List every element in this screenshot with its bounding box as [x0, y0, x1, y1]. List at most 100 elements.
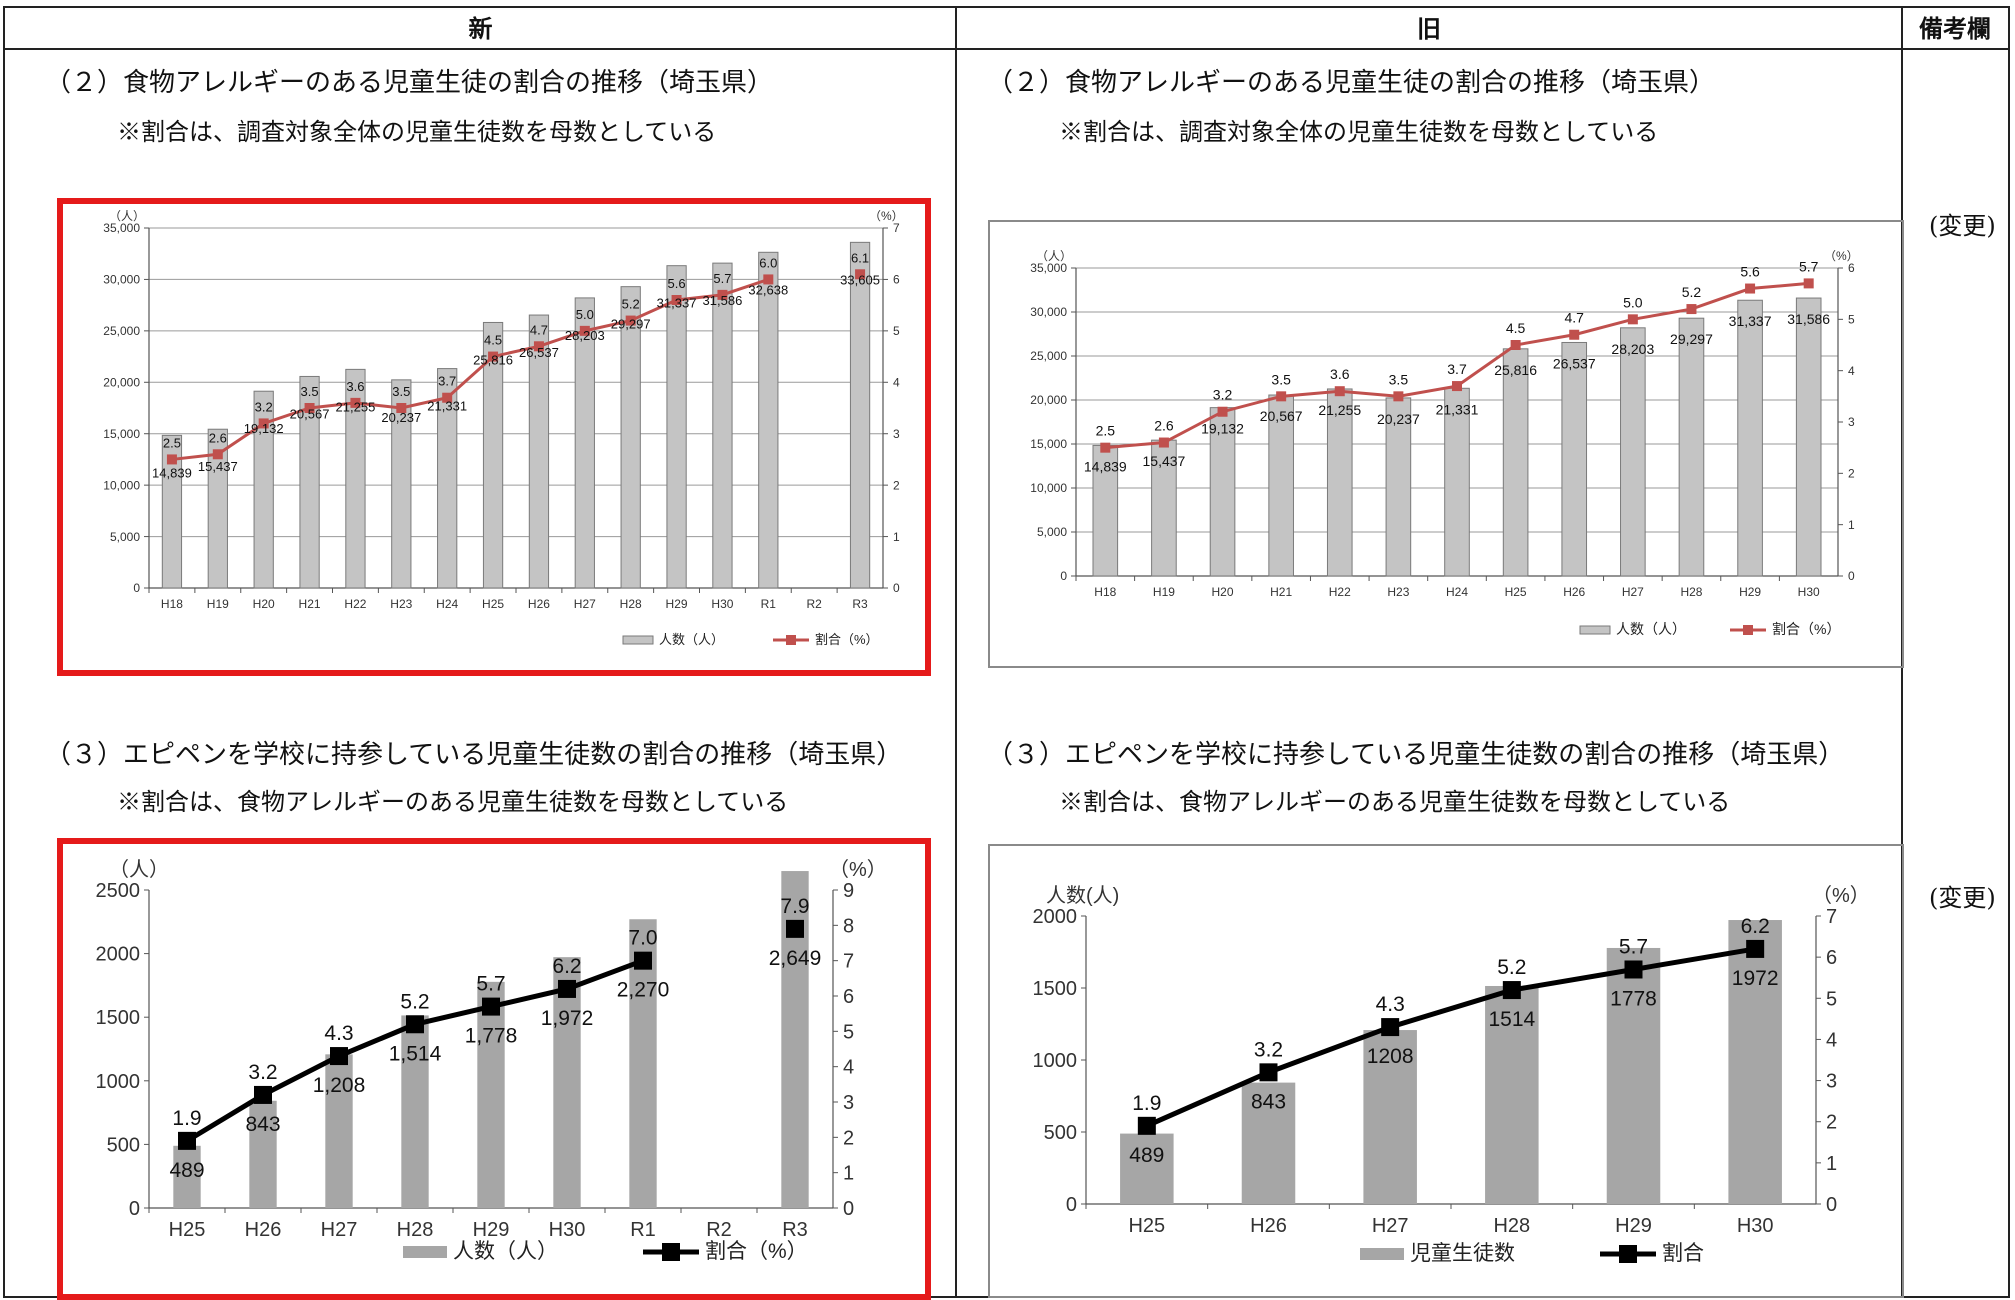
ratio-marker — [1686, 304, 1697, 315]
category-label: H23 — [390, 597, 412, 611]
ratio-data-label: 6.0 — [759, 255, 777, 270]
count-data-label: 21,331 — [427, 399, 467, 414]
right-tick-label: 1 — [1826, 1153, 1837, 1175]
count-data-label: 489 — [1129, 1144, 1164, 1167]
right-axis-unit: （%） — [1824, 249, 1859, 263]
ratio-marker — [1746, 939, 1765, 958]
ratio-data-label: 5.0 — [576, 307, 594, 322]
right-tick-label: 0 — [893, 581, 900, 595]
count-data-label: 31,586 — [1787, 311, 1830, 327]
count-data-label: 15,437 — [1143, 453, 1186, 469]
ratio-marker — [442, 392, 453, 403]
ratio-marker — [406, 1015, 424, 1034]
header-new: 新 — [5, 8, 956, 50]
column-divider — [955, 8, 957, 1296]
ratio-data-label: 5.2 — [400, 990, 429, 1013]
ratio-data-label: 2.5 — [163, 435, 181, 450]
category-label: H26 — [1563, 585, 1585, 599]
right-tick-label: 1 — [893, 530, 900, 544]
bar — [1120, 1133, 1174, 1204]
ratio-data-label: 4.7 — [530, 322, 548, 337]
ratio-data-label: 6.2 — [552, 955, 581, 978]
bar — [477, 981, 505, 1208]
right-tick-label: 3 — [1848, 415, 1855, 429]
count-data-label: 29,297 — [1670, 331, 1713, 347]
category-label: H25 — [482, 597, 504, 611]
category-label: H27 — [574, 597, 596, 611]
left-tick-label: 2500 — [96, 880, 141, 902]
count-data-label: 21,331 — [1436, 401, 1479, 417]
left-tick-label: 0 — [1060, 569, 1067, 583]
ratio-data-label: 3.2 — [1254, 1038, 1283, 1061]
right-axis-unit: （%） — [869, 209, 904, 223]
ratio-marker — [1137, 1116, 1156, 1135]
left-tick-label: 30,000 — [1030, 305, 1067, 319]
count-data-label: 26,537 — [1553, 355, 1596, 371]
ratio-marker — [330, 1047, 348, 1066]
left-tick-label: 25,000 — [103, 324, 140, 338]
right-tick-label: 6 — [893, 273, 900, 287]
new-epipen-chart: 0 500 1000 1500 2000 2500 0 1 2 3 4 5 6 7 8 9 （人） （%） H25 H… — [96, 858, 887, 1263]
ratio-marker — [1803, 278, 1814, 289]
right-tick-label: 3 — [843, 1092, 854, 1114]
count-data-label: 1,972 — [541, 1007, 594, 1030]
category-label: H29 — [666, 597, 688, 611]
right-tick-label: 5 — [1848, 313, 1855, 327]
right-tick-label: 7 — [1826, 906, 1837, 928]
category-label: H28 — [1680, 585, 1702, 599]
old-section3-note: ※割合は、食物アレルギーのある児童生徒数を母数としている — [1059, 788, 1731, 816]
left-axis-unit: 人数(人) — [1046, 884, 1119, 907]
bar — [1241, 1082, 1296, 1204]
left-tick-label: 2000 — [1033, 906, 1078, 928]
category-label: H18 — [1094, 585, 1116, 599]
bar — [401, 1015, 429, 1208]
ratio-data-label: 3.5 — [1271, 371, 1291, 387]
bar — [1326, 388, 1353, 577]
legend-line-marker — [662, 1243, 680, 1261]
left-tick-label: 35,000 — [103, 221, 140, 235]
category-label: H19 — [1153, 585, 1175, 599]
left-tick-label: 5,000 — [110, 530, 140, 544]
right-tick-label: 7 — [893, 221, 900, 235]
bar — [1385, 397, 1412, 577]
ratio-data-label: 1.9 — [1132, 1092, 1161, 1115]
category-label: H26 — [1250, 1215, 1287, 1237]
ratio-data-label: 3.6 — [1330, 366, 1350, 382]
ratio-data-label: 3.5 — [301, 384, 319, 399]
category-label: H28 — [620, 597, 642, 611]
count-data-label: 843 — [1251, 1090, 1286, 1113]
ratio-marker — [258, 418, 269, 429]
left-tick-label: 500 — [107, 1134, 140, 1156]
ratio-marker — [178, 1131, 196, 1150]
old-section2-note: ※割合は、調査対象全体の児童生徒数を母数としている — [1059, 118, 1659, 146]
ratio-marker — [763, 274, 774, 285]
category-label: H28 — [397, 1219, 434, 1241]
category-label: H29 — [473, 1219, 510, 1241]
bar — [325, 1054, 353, 1208]
right-tick-label: 7 — [843, 951, 854, 973]
legend-line-label: 割合（%） — [1772, 621, 1840, 637]
count-data-label: 2,270 — [617, 979, 670, 1002]
header-old: 旧 — [956, 8, 1902, 50]
left-tick-label: 10,000 — [103, 478, 140, 492]
ratio-data-label: 3.5 — [392, 384, 410, 399]
category-label: H30 — [1737, 1215, 1774, 1237]
left-tick-label: 0 — [129, 1198, 140, 1220]
right-tick-label: 5 — [843, 1021, 854, 1043]
bar — [482, 321, 504, 589]
left-tick-label: 0 — [1066, 1194, 1077, 1216]
ratio-marker — [1510, 340, 1521, 350]
ratio-data-label: 2.6 — [209, 430, 227, 445]
category-label: H27 — [1622, 585, 1644, 599]
ratio-marker — [1502, 981, 1521, 1000]
right-tick-label: 2 — [893, 478, 900, 492]
legend-bar-swatch — [1360, 1248, 1404, 1260]
ratio-data-label: 7.0 — [628, 927, 657, 950]
old-allergy-chart-frame: 0 5,000 10,000 15,000 20,000 25,000 30,000 35,0… — [988, 220, 1904, 668]
ratio-marker — [1334, 386, 1345, 397]
ratio-data-label: 3.7 — [1447, 361, 1467, 377]
ratio-marker — [304, 403, 315, 413]
category-label: H28 — [1493, 1215, 1530, 1237]
category-label: H29 — [1739, 585, 1761, 599]
